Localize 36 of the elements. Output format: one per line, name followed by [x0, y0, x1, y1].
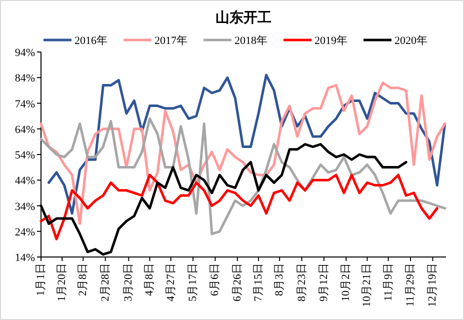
y-tick-label: 64%: [14, 124, 35, 136]
y-tick-label: 24%: [14, 226, 35, 238]
x-tick-label: 6月26日: [231, 263, 244, 302]
x-tick-label: 3月20日: [122, 263, 135, 302]
x-tick-label: 2月8日: [77, 263, 90, 296]
x-tick-label: 5月17日: [187, 263, 200, 302]
y-tick-label: 74%: [14, 98, 35, 110]
x-tick-label: 6月6日: [209, 263, 222, 296]
chart-title: 山东开工: [216, 9, 272, 26]
y-tick-label: 34%: [14, 200, 35, 213]
x-tick-label: 4月27日: [164, 263, 177, 302]
line-series: [40, 174, 438, 240]
y-tick-label: 14%: [14, 252, 35, 264]
y-tick-label: 44%: [14, 175, 35, 188]
x-tick-label: 11月9日: [382, 263, 394, 302]
legend-label: 2017年: [154, 35, 188, 47]
x-tick-label: 1月1日: [35, 263, 47, 296]
x-tick-label: 8月23日: [296, 263, 308, 302]
x-tick-label: 4月8日: [144, 263, 156, 296]
x-tick-label: 10月2日: [340, 263, 352, 302]
y-tick-label: 94%: [14, 47, 35, 59]
legend-label: 2019年: [314, 35, 348, 47]
legend-label: 2020年: [394, 35, 428, 47]
x-tick-label: 10月21日: [361, 263, 374, 307]
y-tick-label: 54%: [14, 150, 35, 162]
x-tick-label: 8月3日: [274, 263, 286, 296]
x-tick-label: 2月28日: [99, 263, 112, 302]
y-tick-label: 84%: [14, 72, 35, 85]
x-tick-label: 7月15日: [252, 263, 264, 302]
x-tick-label: 9月12日: [318, 263, 330, 302]
legend-label: 2018年: [234, 35, 268, 47]
x-tick-label: 12月19日: [426, 263, 439, 307]
x-tick-label: 11月29日: [404, 263, 416, 307]
legend-label: 2016年: [74, 35, 108, 47]
line-series: [40, 117, 446, 236]
x-tick-label: 1月20日: [56, 263, 68, 302]
